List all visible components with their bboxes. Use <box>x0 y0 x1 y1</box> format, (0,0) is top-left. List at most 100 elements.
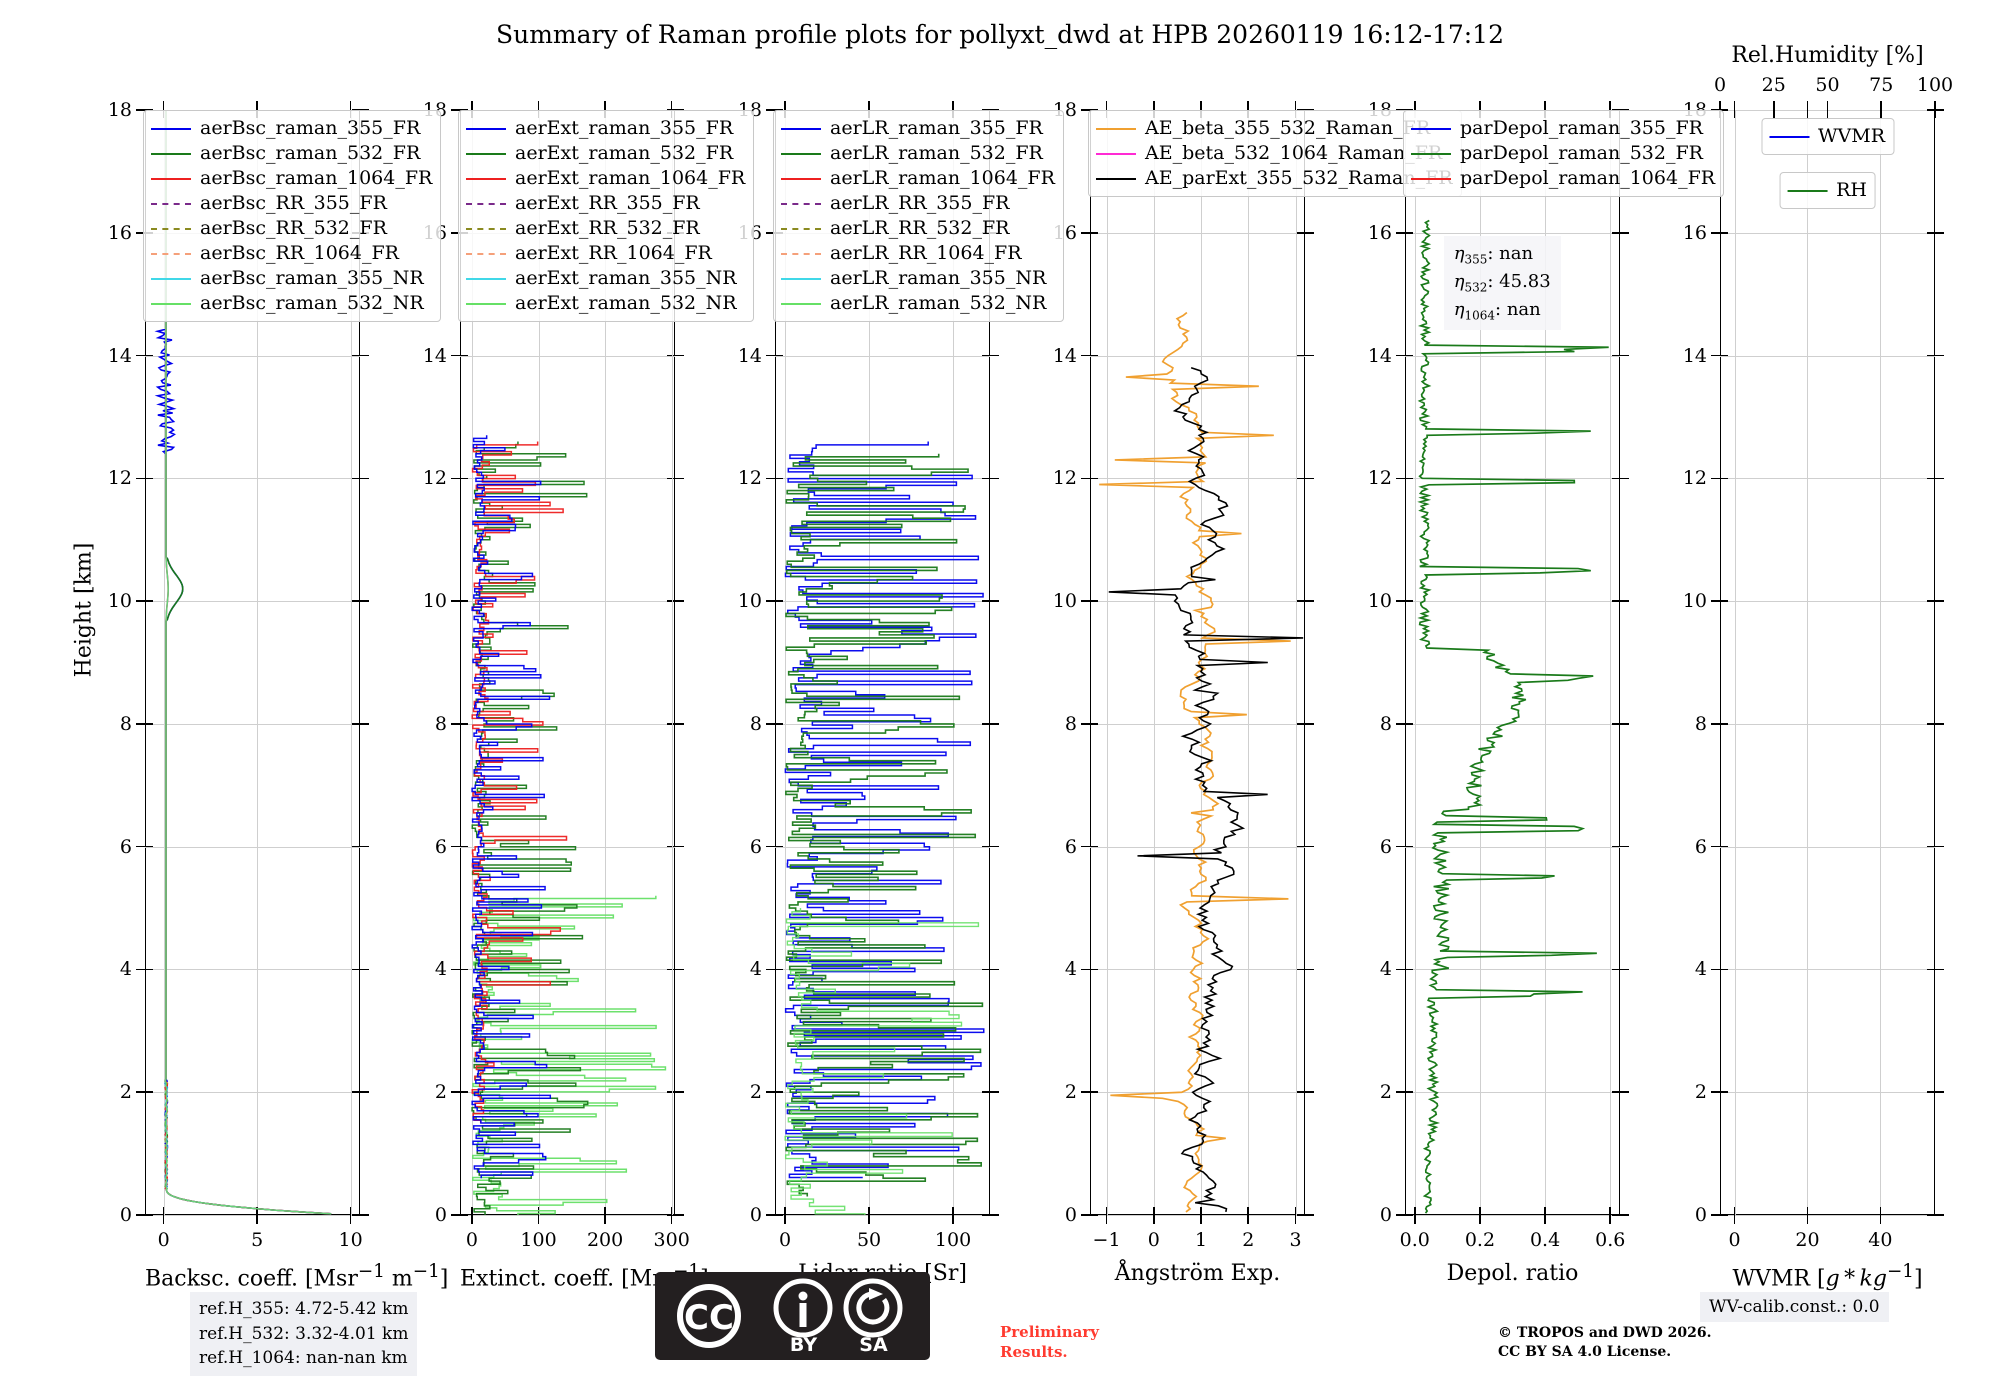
x-tick-label: 200 <box>586 1229 624 1251</box>
y-tick-label: 4 <box>749 958 762 981</box>
legend-row[interactable]: aerExt_RR_532_FR <box>466 216 745 241</box>
x-tick-label: 20 <box>1795 1229 1820 1251</box>
legend-row[interactable]: aerBsc_raman_532_FR <box>151 141 432 166</box>
legend-label: aerExt_raman_532_FR <box>515 142 734 164</box>
y-tick-label: 0 <box>1694 1204 1707 1226</box>
legend-row[interactable]: aerBsc_raman_355_NR <box>151 266 432 291</box>
chart-panel-lidar-ratio: 024681012141618050100Lidar ratio [Sr]aer… <box>738 99 1064 1286</box>
legend-swatch <box>1096 127 1136 130</box>
legend-swatch <box>781 227 821 230</box>
plot-area-angstrom <box>1090 110 1305 1215</box>
legend-label: aerLR_raman_355_NR <box>830 267 1047 289</box>
legend-row[interactable]: aerBsc_RR_355_FR <box>151 191 432 216</box>
copyright-note: © TROPOS and DWD 2026. CC BY SA 4.0 Lice… <box>1498 1325 1712 1360</box>
legend-wvmr-rh[interactable]: RH <box>1779 172 1876 209</box>
x-tick-label: 0.4 <box>1529 1229 1561 1251</box>
legend-swatch <box>466 252 506 255</box>
legend-row[interactable]: aerLR_raman_1064_FR <box>781 166 1055 191</box>
legend-row[interactable]: aerExt_RR_355_FR <box>466 191 745 216</box>
top-x-tick-label: 25 <box>1761 74 1786 96</box>
legend-row[interactable]: WVMR <box>1768 124 1886 149</box>
legend-swatch <box>1411 127 1451 130</box>
eta-annotation-box: η355: nan η532: 45.83 η1064: nan <box>1443 235 1561 330</box>
legend-label: aerBsc_RR_532_FR <box>200 217 387 239</box>
legend-swatch <box>466 227 506 230</box>
legend-row[interactable]: RH <box>1787 178 1867 203</box>
legend-label: parDepol_raman_532_FR <box>1460 142 1703 164</box>
legend-label: aerBsc_raman_355_NR <box>200 267 424 289</box>
legend-swatch <box>151 127 191 130</box>
top-x-tick-label: 50 <box>1815 74 1840 96</box>
legend-swatch <box>151 152 191 155</box>
legend-row[interactable]: parDepol_raman_355_FR <box>1411 116 1715 141</box>
legend-angstrom[interactable]: AE_beta_355_532_Raman_FR AE_beta_532_1064… <box>1088 110 1462 197</box>
legend-wvmr[interactable]: WVMR <box>1760 118 1895 155</box>
y-tick-label: 2 <box>1064 1081 1077 1104</box>
y-tick-label: 16 <box>1367 221 1392 244</box>
legend-row[interactable]: AE_beta_355_532_Raman_FR <box>1096 116 1453 141</box>
y-tick-label: 6 <box>1694 835 1707 858</box>
y-tick-label: 0 <box>1379 1204 1392 1226</box>
legend-row[interactable]: aerBsc_RR_1064_FR <box>151 241 432 266</box>
legend-row[interactable]: aerExt_raman_1064_FR <box>466 166 745 191</box>
x-tick-label: 100 <box>520 1229 557 1251</box>
legend-row[interactable]: aerBsc_RR_532_FR <box>151 216 432 241</box>
legend-swatch <box>151 302 191 305</box>
legend-swatch <box>151 177 191 180</box>
legend-depolarization[interactable]: parDepol_raman_355_FR parDepol_raman_532_… <box>1403 110 1725 197</box>
legend-swatch <box>1787 189 1828 192</box>
legend-row[interactable]: aerLR_raman_355_FR <box>781 116 1055 141</box>
legend-swatch <box>1096 152 1136 155</box>
y-tick-label: 8 <box>749 712 762 735</box>
legend-row[interactable]: aerBsc_raman_1064_FR <box>151 166 432 191</box>
legend-backscatter[interactable]: aerBsc_raman_355_FR aerBsc_raman_532_FR ae… <box>143 110 442 322</box>
x-axis-title-extinction: Extinct. coeff. [Mm−1] <box>460 1261 709 1292</box>
y-tick-label: 14 <box>737 344 762 367</box>
y-tick-label: 10 <box>1367 590 1392 613</box>
legend-extinction[interactable]: aerExt_raman_355_FR aerExt_raman_532_FR ae… <box>458 110 755 322</box>
legend-label: aerExt_RR_532_FR <box>515 217 700 239</box>
y-tick-label: 14 <box>1682 344 1707 367</box>
legend-row[interactable]: aerLR_raman_532_FR <box>781 141 1055 166</box>
legend-label: aerBsc_RR_355_FR <box>200 192 387 214</box>
ref-heights-textbox: ref.H_355: 4.72-5.42 km ref.H_532: 3.32-… <box>190 1292 418 1376</box>
x-axis-title-wvmr: WVMR [g * kg−1] <box>1732 1261 1923 1292</box>
legend-swatch <box>466 202 506 205</box>
legend-row[interactable]: aerLR_RR_1064_FR <box>781 241 1055 266</box>
legend-label: aerExt_raman_532_NR <box>515 292 737 314</box>
legend-row[interactable]: AE_parExt_355_532_Raman_FR <box>1096 166 1453 191</box>
legend-row[interactable]: AE_beta_532_1064_Raman_FR <box>1096 141 1453 166</box>
legend-row[interactable]: parDepol_raman_1064_FR <box>1411 166 1715 191</box>
legend-label: WVMR <box>1817 125 1886 147</box>
x-tick-label: 0 <box>1147 1229 1160 1251</box>
legend-swatch <box>781 277 821 280</box>
legend-swatch <box>151 227 191 230</box>
legend-row[interactable]: aerBsc_raman_355_FR <box>151 116 432 141</box>
chart-panel-backscatter: 0 2 4 6 8 10 12 14 16 18 0 5 10 Backsc. coeff. [Msr−1… <box>108 99 449 1291</box>
y-tick-label: 14 <box>107 344 132 367</box>
plot-area-wvmr <box>1720 110 1935 1215</box>
y-tick-label: 4 <box>1064 958 1077 981</box>
legend-row[interactable]: aerExt_raman_532_FR <box>466 141 745 166</box>
legend-row[interactable]: aerLR_RR_532_FR <box>781 216 1055 241</box>
legend-row[interactable]: parDepol_raman_532_FR <box>1411 141 1715 166</box>
y-tick-label: 4 <box>1694 958 1707 981</box>
legend-label: aerLR_RR_532_FR <box>830 217 1010 239</box>
legend-row[interactable]: aerExt_RR_1064_FR <box>466 241 745 266</box>
x-tick-label: 300 <box>653 1229 690 1251</box>
legend-row[interactable]: aerLR_RR_355_FR <box>781 191 1055 216</box>
legend-row[interactable]: aerLR_raman_532_NR <box>781 291 1055 316</box>
legend-lidar-ratio[interactable]: aerLR_raman_355_FR aerLR_raman_532_FR aerL… <box>773 110 1064 322</box>
chart-panel-extinction: 0246810121416180100200300Extinct. coeff.… <box>423 99 755 1291</box>
legend-row[interactable]: aerExt_raman_355_NR <box>466 266 745 291</box>
y-tick-label: 12 <box>1367 467 1392 490</box>
y-tick-label: 2 <box>434 1081 447 1104</box>
legend-row[interactable]: aerLR_raman_355_NR <box>781 266 1055 291</box>
legend-row[interactable]: aerExt_raman_355_FR <box>466 116 745 141</box>
x-axis-title-angstrom: Ångström Exp. <box>1114 1261 1281 1286</box>
legend-row[interactable]: aerExt_raman_532_NR <box>466 291 745 316</box>
x-tick-label: 40 <box>1868 1229 1893 1251</box>
legend-label: aerExt_raman_355_FR <box>515 117 734 139</box>
y-tick-label: 12 <box>1052 467 1077 490</box>
legend-row[interactable]: aerBsc_raman_532_NR <box>151 291 432 316</box>
